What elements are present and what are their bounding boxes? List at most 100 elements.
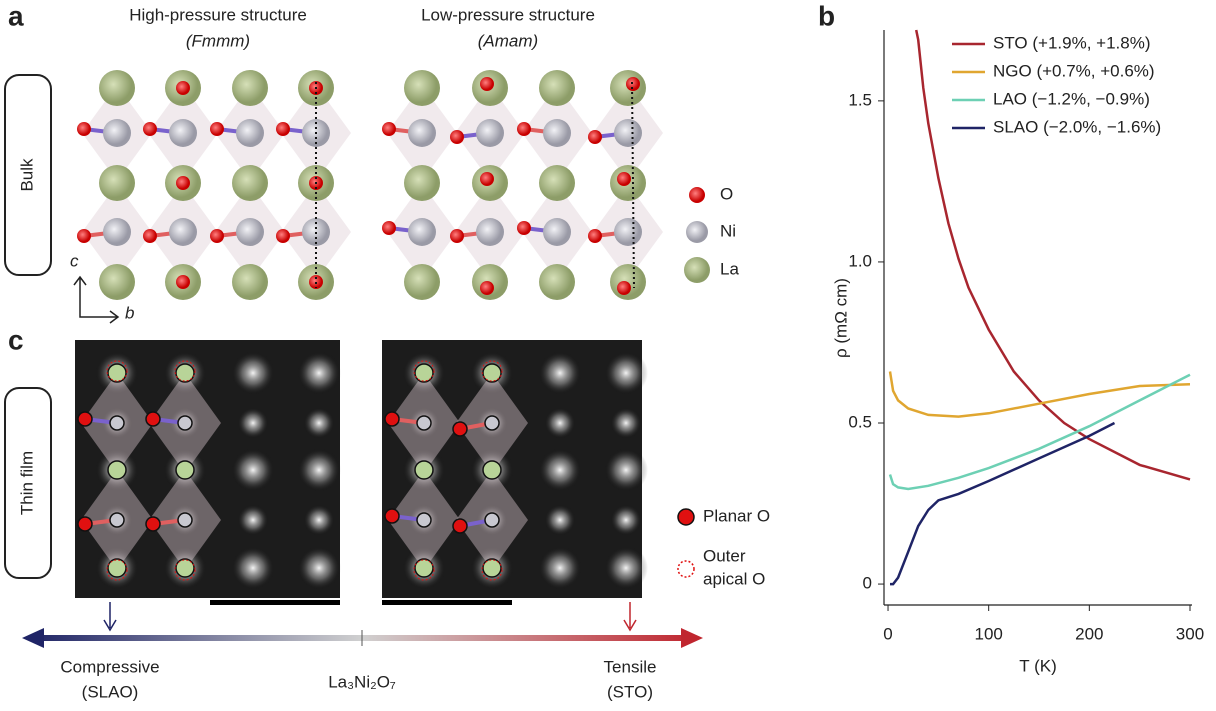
o-atom: [276, 122, 290, 136]
dotted-guide: [631, 81, 635, 289]
apical-o: [174, 559, 196, 581]
ni-atom: [408, 119, 436, 147]
panel-label: c: [8, 324, 24, 355]
o-atom: [77, 229, 91, 243]
planar-o: [145, 411, 161, 427]
planar-o: [384, 411, 400, 427]
space-group: (Amam): [478, 31, 538, 50]
la-atom: [404, 264, 440, 300]
strain-label: (STO): [607, 682, 653, 701]
apical-o: [413, 360, 435, 382]
la-atom: [232, 264, 268, 300]
la-atom: [539, 70, 575, 106]
panel-label: a: [8, 0, 24, 31]
axis-label: c: [70, 251, 79, 270]
scale-bar: [210, 600, 340, 605]
ni-atom: [484, 415, 500, 431]
stem-spot: [297, 448, 341, 492]
series-line: [888, 371, 1191, 418]
o-atom: [276, 229, 290, 243]
ni-atom: [169, 218, 197, 246]
ni-atom: [109, 415, 125, 431]
la-atom: [539, 165, 575, 201]
o-atom: [77, 122, 91, 136]
axes-arrows: [73, 275, 120, 324]
x-tick-label: 0: [883, 624, 892, 643]
legend-label: STO (+1.9%, +1.8%): [993, 33, 1150, 52]
ni-atom: [476, 119, 504, 147]
stem-spot: [610, 504, 642, 536]
o-atom: [626, 77, 640, 91]
planar-o: [384, 508, 400, 524]
la-atom: [107, 363, 127, 383]
o-atom: [450, 130, 464, 144]
la-atom: [414, 460, 434, 480]
la-atom: [482, 460, 502, 480]
legend-ni: [686, 221, 708, 243]
la-atom: [175, 558, 195, 578]
o-atom: [176, 81, 190, 95]
la-atom: [610, 264, 646, 300]
ni-atom: [614, 119, 642, 147]
la-atom: [99, 165, 135, 201]
apical-o: [413, 559, 435, 581]
stem-spot: [604, 448, 648, 492]
o-atom: [176, 275, 190, 289]
la-atom: [175, 460, 195, 480]
ni-atom: [109, 512, 125, 528]
ni-atom: [614, 218, 642, 246]
planar-o: [145, 516, 161, 532]
series-line: [888, 373, 1191, 491]
la-atom: [107, 558, 127, 578]
legend-text: O: [720, 184, 733, 203]
apical-o: [481, 360, 503, 382]
ni-atom: [476, 218, 504, 246]
o-atom: [480, 172, 494, 186]
ni-atom: [236, 119, 264, 147]
legend-text: Planar O: [703, 506, 770, 525]
o-atom: [143, 229, 157, 243]
o-atom: [480, 281, 494, 295]
la-atom: [175, 363, 195, 383]
pointer: [623, 602, 637, 632]
stem-spot: [231, 448, 275, 492]
o-atom: [517, 122, 531, 136]
row-label: Bulk: [17, 158, 36, 192]
la-atom: [99, 264, 135, 300]
ni-atom: [416, 415, 432, 431]
stem-spot: [237, 504, 269, 536]
legend-label: NGO (+0.7%, +0.6%): [993, 61, 1155, 80]
la-atom: [414, 558, 434, 578]
x-tick-label: 200: [1075, 624, 1103, 643]
stem-spot: [231, 546, 275, 590]
stem-spot: [303, 504, 335, 536]
axis-label: b: [125, 303, 134, 322]
strain-label: (SLAO): [82, 682, 139, 701]
structure-title: Low-pressure structure: [421, 5, 595, 24]
x-tick-label: 300: [1176, 624, 1204, 643]
apical-o: [174, 360, 196, 382]
o-atom: [450, 229, 464, 243]
legend-planar-o: [677, 508, 695, 526]
o-atom: [617, 172, 631, 186]
planar-o: [452, 421, 468, 437]
ni-atom: [408, 218, 436, 246]
la-atom: [99, 70, 135, 106]
la-atom: [107, 460, 127, 480]
o-atom: [210, 229, 224, 243]
y-tick-label: 1.0: [848, 251, 872, 270]
legend-text: apical O: [703, 569, 765, 588]
la-atom: [482, 558, 502, 578]
stem-spot: [538, 448, 582, 492]
o-atom: [617, 281, 631, 295]
row-box: [4, 74, 52, 276]
panel-c: c Thin film Planar O Outer apical O Comp…: [4, 324, 770, 701]
o-atom: [143, 122, 157, 136]
panel-b: b 0 0.5 1.0 1.5 0 100 200 300 T (K) ρ (mΩ cm) STO …: [818, 0, 1204, 675]
row-label: Thin film: [17, 451, 36, 515]
stem-spot: [538, 546, 582, 590]
ni-atom: [177, 415, 193, 431]
ni-atom: [169, 119, 197, 147]
y-tick-label: 1.5: [848, 90, 872, 109]
